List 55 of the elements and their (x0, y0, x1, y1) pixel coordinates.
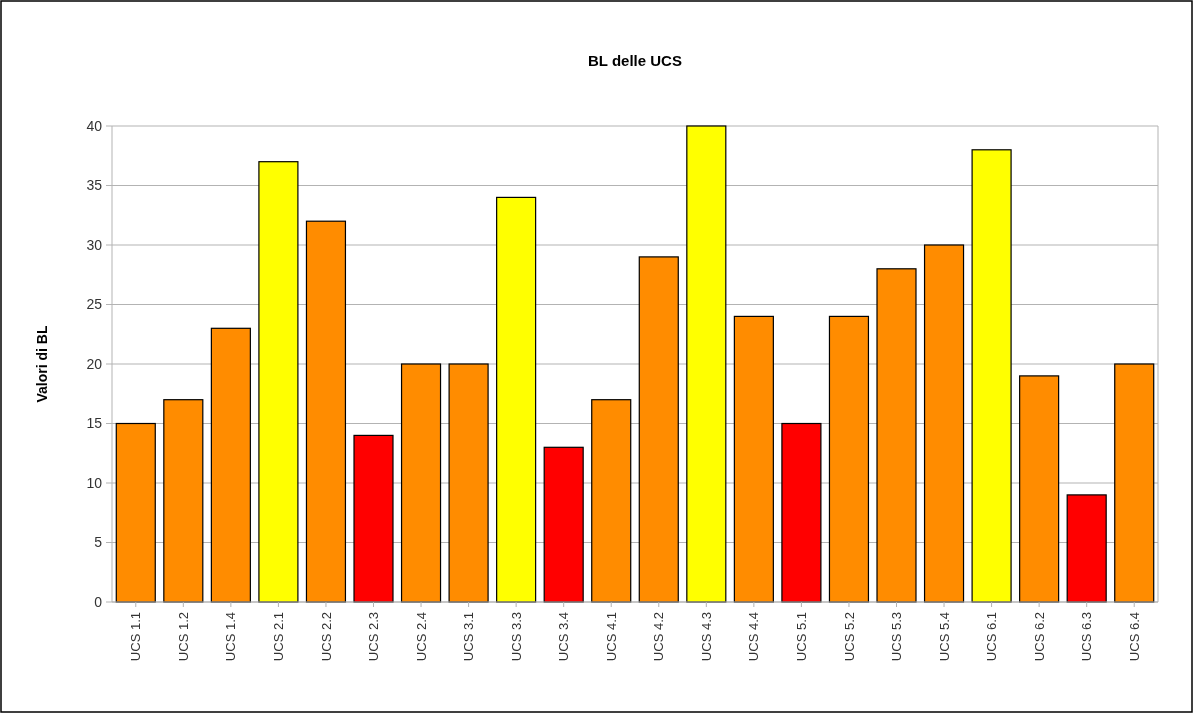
x-tick-label: UCS 1.2 (175, 612, 191, 662)
x-tick-label: UCS 4.3 (698, 612, 714, 662)
x-tick-label: UCS 4.2 (651, 612, 667, 662)
y-tick-label: 10 (86, 474, 103, 491)
bar (210, 327, 251, 603)
y-tick-label: 35 (86, 177, 103, 194)
x-tick-label: UCS 4.1 (603, 612, 619, 662)
x-tick-label: UCS 6.4 (1126, 612, 1142, 662)
x-tick-label: UCS 6.1 (984, 612, 1000, 662)
bar (1066, 494, 1107, 603)
y-tick-label: 40 (86, 117, 103, 134)
y-tick-label: 30 (86, 236, 103, 253)
bar (686, 125, 727, 603)
x-tick-label: UCS 3.4 (556, 612, 572, 662)
x-tick-label: UCS 1.1 (128, 612, 144, 662)
bar (305, 220, 347, 603)
bar (115, 422, 156, 603)
y-axis-title: Valori di BL (34, 325, 50, 403)
bar (400, 363, 442, 603)
x-tick-label: UCS 3.3 (508, 612, 524, 662)
bar (1114, 363, 1155, 603)
x-tick-label: UCS 5.4 (936, 612, 952, 662)
chart-title: BL delle UCS (588, 52, 682, 69)
x-tick-label: UCS 3.1 (461, 612, 477, 662)
bar (1019, 375, 1060, 603)
x-tick-label: UCS 2.4 (413, 612, 429, 662)
y-tick-label: 0 (94, 593, 103, 610)
x-tick-label: UCS 5.3 (889, 612, 905, 662)
x-tick-label: UCS 1.4 (223, 612, 239, 662)
x-tick-label: UCS 2.3 (366, 612, 382, 662)
x-tick-label: UCS 6.2 (1031, 612, 1047, 662)
y-tick-label: 15 (86, 415, 103, 432)
bar (591, 399, 632, 603)
bar (543, 446, 584, 603)
x-tick-label: UCS 2.2 (318, 612, 334, 662)
x-tick-label: UCS 4.4 (746, 612, 762, 662)
y-tick-label: 5 (94, 534, 103, 551)
bar (448, 363, 489, 603)
bar (876, 268, 917, 603)
bar (353, 434, 394, 603)
bar (638, 256, 679, 603)
bar (781, 422, 822, 603)
y-tick-label: 25 (86, 296, 103, 313)
bar (923, 244, 965, 603)
x-tick-label: UCS 6.3 (1079, 612, 1095, 662)
bar (163, 399, 204, 603)
bar (971, 149, 1012, 603)
bar (733, 315, 774, 603)
x-tick-label: UCS 2.1 (270, 612, 286, 662)
bar (496, 196, 537, 603)
x-tick-label: UCS 5.1 (793, 612, 809, 662)
bar (258, 161, 299, 603)
bar (828, 315, 870, 603)
y-tick-label: 20 (86, 355, 103, 372)
x-tick-label: UCS 5.2 (841, 612, 857, 662)
